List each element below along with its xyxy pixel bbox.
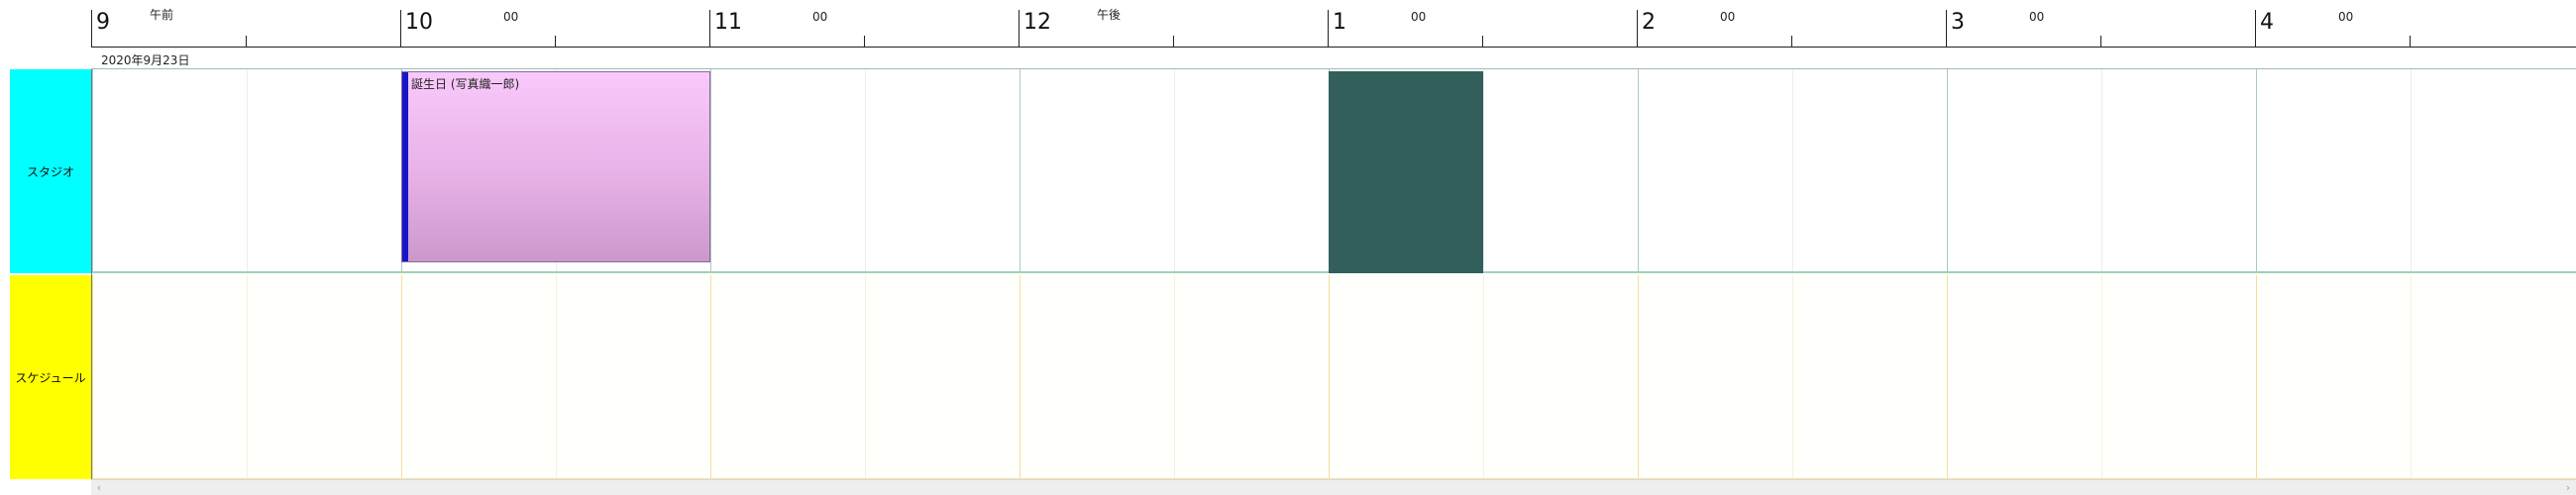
half-hour-gridline xyxy=(1174,69,1175,271)
hour-label: 11 xyxy=(714,10,742,35)
hour-gridline xyxy=(92,69,93,271)
am-label: 午前 xyxy=(150,8,174,22)
half-hour-gridline xyxy=(2101,69,2102,271)
minute-label: 00 xyxy=(2338,10,2354,24)
calendar-event[interactable]: 誕生日 (写真織一郎) xyxy=(401,71,710,262)
resource-studio[interactable]: スタジオ xyxy=(10,69,91,273)
half-hour-gridline xyxy=(1792,275,1793,478)
hour-gridline xyxy=(710,69,711,271)
half-hour-gridline xyxy=(2411,275,2412,478)
hour-gridline xyxy=(2256,275,2257,478)
resource-schedule[interactable]: スケジュール xyxy=(10,275,91,479)
minute-label: 00 xyxy=(1411,10,1427,24)
hour-gridline xyxy=(1947,69,1948,271)
hour-gridline xyxy=(92,275,93,478)
minor-tick xyxy=(1791,36,1792,48)
schedule-lane[interactable] xyxy=(92,275,2576,479)
resource-label: スタジオ xyxy=(26,164,74,179)
date-label: 2020年9月23日 xyxy=(101,53,190,67)
hour-label: 2 xyxy=(1642,10,1656,35)
half-hour-gridline xyxy=(1174,275,1175,478)
event-accent-bar xyxy=(402,72,408,261)
horizontal-scrollbar[interactable]: ‹ › xyxy=(91,479,2576,495)
major-tick xyxy=(1019,10,1020,48)
minor-tick xyxy=(1482,36,1483,48)
hour-label: 10 xyxy=(405,10,433,35)
date-strip: 2020年9月23日 xyxy=(91,48,2576,69)
half-hour-gridline xyxy=(865,275,866,478)
resource-label: スケジュール xyxy=(15,370,86,385)
half-hour-gridline xyxy=(2411,69,2412,271)
minute-label: 00 xyxy=(812,10,828,24)
hour-gridline xyxy=(1329,275,1330,478)
minor-tick xyxy=(2410,36,2411,48)
half-hour-gridline xyxy=(1792,69,1793,271)
hour-label: 1 xyxy=(1333,10,1346,35)
schedule-grid: 誕生日 (写真織一郎) xyxy=(91,69,2576,479)
half-hour-gridline xyxy=(247,69,248,271)
half-hour-gridline xyxy=(2101,275,2102,478)
half-hour-gridline xyxy=(1483,275,1484,478)
minor-tick xyxy=(1173,36,1174,48)
blocked-time-slot[interactable] xyxy=(1329,71,1483,273)
minute-label: 00 xyxy=(1720,10,1736,24)
hour-label: 9 xyxy=(96,10,110,35)
hour-gridline xyxy=(401,275,402,478)
half-hour-gridline xyxy=(1483,69,1484,271)
major-tick xyxy=(709,10,710,48)
major-tick xyxy=(1946,10,1947,48)
minor-tick xyxy=(864,36,865,48)
minute-label: 00 xyxy=(503,10,519,24)
hour-gridline xyxy=(1638,69,1639,271)
major-tick xyxy=(2255,10,2256,48)
resource-column: スタジオ スケジュール xyxy=(0,69,91,479)
minor-tick xyxy=(2100,36,2101,48)
time-ruler: 9 午前 10 00 11 00 12 午後 1 00 2 00 3 00 4 … xyxy=(91,0,2576,48)
chevron-left-icon[interactable]: ‹ xyxy=(96,481,102,494)
hour-gridline xyxy=(710,275,711,478)
hour-gridline xyxy=(1947,275,1948,478)
major-tick xyxy=(1328,10,1329,48)
major-tick xyxy=(1637,10,1638,48)
hour-label: 3 xyxy=(1951,10,1965,35)
minor-tick xyxy=(555,36,556,48)
minute-label: 00 xyxy=(2029,10,2045,24)
event-title: 誕生日 (写真織一郎) xyxy=(411,77,520,91)
hour-label: 4 xyxy=(2260,10,2274,35)
chevron-right-icon[interactable]: › xyxy=(2565,481,2571,494)
major-tick xyxy=(91,10,92,48)
studio-lane[interactable]: 誕生日 (写真織一郎) xyxy=(92,69,2576,273)
half-hour-gridline xyxy=(247,275,248,478)
minor-tick xyxy=(246,36,247,48)
hour-gridline xyxy=(2256,69,2257,271)
hour-label: 12 xyxy=(1023,10,1051,35)
major-tick xyxy=(400,10,401,48)
hour-gridline xyxy=(1638,275,1639,478)
half-hour-gridline xyxy=(556,275,557,478)
half-hour-gridline xyxy=(865,69,866,271)
pm-label: 午後 xyxy=(1097,8,1122,22)
